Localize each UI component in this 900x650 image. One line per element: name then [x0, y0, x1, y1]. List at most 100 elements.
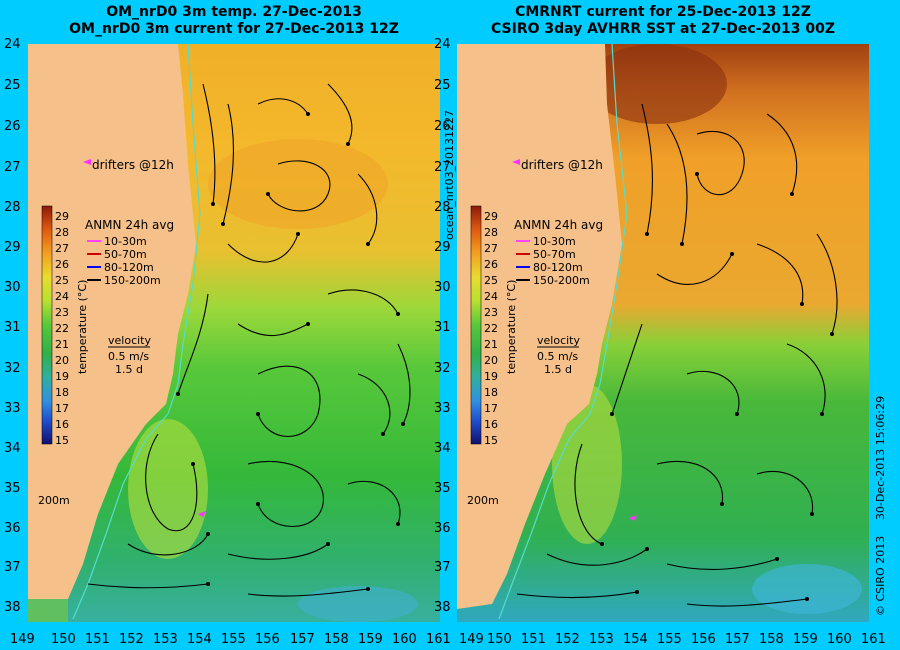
colorbar-tick: 22: [484, 322, 498, 335]
colorbar-tick: 21: [484, 338, 498, 351]
colorbar: [470, 205, 482, 445]
lat-tick: 37: [4, 560, 21, 575]
lon-tick: 151: [85, 632, 110, 647]
lat-tick: 26: [434, 119, 451, 134]
coastline-land: [28, 44, 196, 604]
colorbar-tick: 23: [484, 306, 498, 319]
right-map-svg: drifters @12h 29 28 27 26 25 24 23 22 21…: [457, 44, 869, 622]
colorbar-tick: 21: [55, 338, 69, 351]
lon-tick: 158: [759, 632, 784, 647]
colorbar-tick: 15: [55, 434, 69, 447]
anmn-title: ANMN 24h avg: [514, 218, 603, 232]
lon-tick: 151: [521, 632, 546, 647]
current-vectors: [87, 83, 411, 597]
colorbar-label: temperature (°C): [505, 280, 518, 374]
isobath-label: 200m: [38, 494, 70, 507]
colorbar-tick: 25: [484, 274, 498, 287]
left-panel-title: OM_nrD0 3m temp. 27-Dec-2013 OM_nrD0 3m …: [28, 4, 440, 38]
timestamp-label: 30-Dec-2013 15:06:29: [874, 395, 887, 520]
lat-tick: 34: [4, 441, 21, 456]
isobath-line: [72, 44, 201, 620]
colorbar-tick: 27: [55, 242, 69, 255]
right-panel-title: CMRNRT current for 25-Dec-2013 12Z CSIRO…: [457, 4, 869, 38]
hot-spot: [587, 44, 727, 124]
drifters-legend-label: drifters @12h: [92, 158, 174, 172]
anmn-legend: 10-30m 50-70m 80-120m 150-200m: [516, 235, 590, 287]
left-title-line1: OM_nrD0 3m temp. 27-Dec-2013: [106, 4, 362, 20]
colorbar-tick: 24: [484, 290, 498, 303]
anmn-item-label: 80-120m: [533, 261, 583, 274]
lat-tick: 28: [434, 200, 451, 215]
lon-tick: 159: [358, 632, 383, 647]
left-title-line2: OM_nrD0 3m current for 27-Dec-2013 12Z: [69, 21, 399, 37]
lon-tick: 156: [255, 632, 280, 647]
isobath-label: 200m: [467, 494, 499, 507]
velocity-scale: 0.5 m/s: [537, 350, 578, 363]
lon-tick: 156: [691, 632, 716, 647]
lon-tick: 150: [51, 632, 76, 647]
lat-tick: 25: [434, 78, 451, 93]
lat-tick: 24: [434, 37, 451, 52]
colorbar-tick: 19: [484, 370, 498, 383]
lon-tick: 157: [725, 632, 750, 647]
colorbar-tick: 18: [55, 386, 69, 399]
lat-tick: 37: [434, 560, 451, 575]
colorbar-tick: 26: [55, 258, 69, 271]
lat-tick: 38: [434, 600, 451, 615]
isobath-line: [498, 44, 628, 620]
lon-tick: 160: [827, 632, 852, 647]
colorbar-ticks: 29 28 27 26 25 24 23 22 21 20 19 18 17 1…: [484, 210, 498, 447]
velocity-scale: 0.5 m/s: [108, 350, 149, 363]
lat-tick: 33: [434, 401, 451, 416]
colorbar-tick: 17: [484, 402, 498, 415]
anmn-legend: 10-30m 50-70m 80-120m 150-200m: [87, 235, 161, 287]
anmn-item-label: 50-70m: [104, 248, 147, 261]
colorbar-tick: 23: [55, 306, 69, 319]
eac-warm-tongue: [552, 384, 622, 544]
warm-core-eddy: [208, 139, 388, 229]
lon-tick: 159: [793, 632, 818, 647]
lat-tick: 31: [434, 320, 451, 335]
lat-tick: 31: [4, 320, 21, 335]
lat-tick: 36: [434, 521, 451, 536]
lon-tick: 153: [153, 632, 178, 647]
colorbar-tick: 22: [55, 322, 69, 335]
colorbar-tick: 20: [55, 354, 69, 367]
lon-tick: 155: [657, 632, 682, 647]
velocity-label: velocity: [108, 334, 151, 347]
cool-water-patch: [298, 586, 418, 622]
lat-tick: 30: [4, 280, 21, 295]
colorbar-tick: 19: [55, 370, 69, 383]
velocity-label: velocity: [537, 334, 580, 347]
lat-tick: 36: [4, 521, 21, 536]
lon-tick: 161: [426, 632, 451, 647]
vector-dots: [176, 112, 405, 591]
lat-tick: 28: [4, 200, 21, 215]
lon-tick: 149: [10, 632, 35, 647]
copyright-label: © CSIRO 2013: [874, 535, 887, 616]
drifters-legend-label: drifters @12h: [521, 158, 603, 172]
lat-tick: 32: [434, 361, 451, 376]
drifter-marker: [629, 515, 637, 521]
lon-tick: 152: [555, 632, 580, 647]
lat-tick: 24: [4, 37, 21, 52]
colorbar-tick: 16: [55, 418, 69, 431]
lon-tick: 154: [623, 632, 648, 647]
lon-tick: 161: [861, 632, 886, 647]
colorbar-tick: 29: [484, 210, 498, 223]
vector-dots: [600, 172, 834, 601]
lat-tick: 38: [4, 600, 21, 615]
velocity-time: 1.5 d: [544, 363, 572, 376]
right-title-line2: CSIRO 3day AVHRR SST at 27-Dec-2013 00Z: [491, 21, 835, 37]
colorbar: [41, 205, 53, 445]
shelf-strip: [28, 599, 68, 622]
model-run-label: ocean_nrt03_20131227: [443, 109, 456, 240]
lon-tick: 152: [119, 632, 144, 647]
lon-tick: 153: [589, 632, 614, 647]
lon-tick: 149: [459, 632, 484, 647]
anmn-item-label: 150-200m: [533, 274, 590, 287]
lat-tick: 34: [434, 441, 451, 456]
drifters-legend-icon: [83, 159, 91, 165]
drifters-legend-icon: [512, 159, 520, 165]
lat-tick: 32: [4, 361, 21, 376]
